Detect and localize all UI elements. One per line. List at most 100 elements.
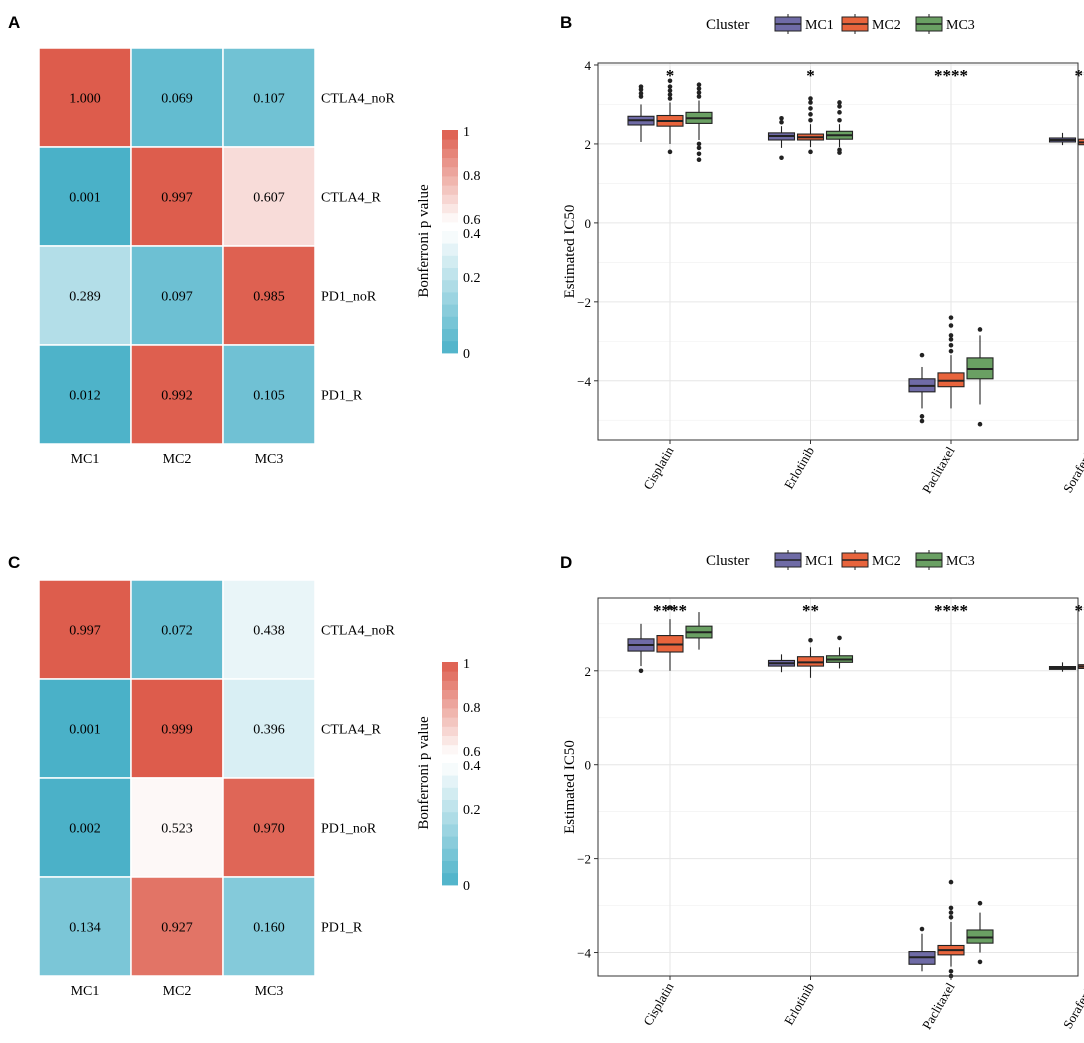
legend-swatch: [442, 267, 458, 281]
outlier-point: [977, 421, 983, 427]
heatmap-cell-label: 0.523: [161, 822, 193, 837]
significance-label: ****: [653, 601, 687, 620]
legend-title: Cluster: [706, 553, 749, 569]
heatmap-cell-label: 0.097: [161, 290, 193, 305]
outlier-point: [638, 91, 644, 96]
heatmap-cell-label: 0.396: [253, 723, 285, 738]
outlier-point: [696, 145, 702, 151]
outlier-point: [667, 605, 673, 610]
significance-label: ****: [1075, 601, 1084, 620]
legend-swatch: [442, 735, 458, 746]
legend-swatch: [442, 824, 458, 837]
outlier-point: [808, 96, 813, 101]
legend-swatch: [442, 166, 458, 177]
legend-swatch: [442, 717, 458, 727]
outlier-point: [808, 637, 813, 643]
legend-swatch: [442, 763, 458, 776]
legend-label: MC3: [946, 554, 975, 569]
legend-tick-label: 0.2: [463, 803, 481, 818]
outlier-point: [837, 117, 842, 123]
outlier-point: [837, 635, 842, 641]
heatmap-cell-label: 0.107: [253, 92, 285, 107]
legend-tick-label: 1: [463, 125, 470, 140]
outlier-point: [919, 926, 925, 932]
heatmap-column-label: MC3: [255, 452, 284, 467]
legend-swatch: [442, 279, 458, 293]
legend-swatch: [442, 775, 458, 788]
heatmap-cell: [38, 579, 132, 680]
outlier-point: [696, 94, 702, 99]
legend-swatch: [442, 304, 458, 317]
legend-swatch: [442, 139, 458, 149]
outlier-point: [808, 117, 813, 123]
heatmap-cell: [38, 344, 132, 445]
outlier-point: [948, 969, 954, 974]
heatmap-cell-label: 0.134: [69, 921, 101, 936]
y-axis-label: Estimated IC50: [562, 205, 578, 299]
panel-a-heatmap: 1.000 0.069 0.107 0.001 0.997 0.607 0.289 0.097…: [38, 47, 481, 467]
outlier-point: [948, 342, 954, 348]
outlier-point: [696, 82, 702, 88]
heatmap-cell-label: 0.607: [253, 191, 285, 206]
legend-title: Bonferroni p value: [416, 716, 432, 830]
heatmap-cell-label: 0.997: [69, 624, 101, 639]
outlier-point: [837, 147, 842, 153]
legend-tick-label: 0.6: [463, 745, 481, 760]
significance-label: *: [666, 66, 675, 85]
heatmap-cell: [222, 146, 316, 247]
legend-tick-label: 0.8: [463, 701, 481, 716]
plot-border: [597, 597, 1079, 977]
legend-swatch: [442, 680, 458, 690]
legend-swatch: [442, 799, 458, 813]
legend-label: MC1: [805, 18, 834, 33]
y-tick-label: 0: [585, 216, 592, 231]
heatmap-cell-label: 0.069: [161, 92, 193, 107]
outlier-point: [779, 115, 784, 121]
heatmap-cell: [222, 777, 316, 878]
outlier-point: [948, 879, 954, 885]
outlier-point: [779, 155, 784, 161]
outlier-point: [837, 100, 842, 105]
outlier-point: [977, 327, 983, 332]
legend-label: MC2: [872, 554, 901, 569]
legend-swatch: [442, 243, 458, 256]
y-axis-label: Estimated IC50: [562, 740, 578, 834]
outlier-point: [948, 323, 954, 328]
heatmap-row-label: CTLA4_noR: [321, 92, 396, 107]
legend-swatch: [442, 689, 458, 700]
heatmap-cell: [130, 245, 224, 346]
legend-title: Bonferroni p value: [416, 184, 432, 298]
heatmap-cell: [222, 344, 316, 445]
heatmap-cell-label: 0.997: [161, 191, 193, 206]
heatmap-cell-label: 0.012: [69, 389, 101, 404]
legend-tick-label: 0.8: [463, 169, 481, 184]
heatmap-row-label: PD1_noR: [321, 822, 377, 837]
y-tick-label: 4: [585, 58, 592, 73]
heatmap-row-label: PD1_noR: [321, 290, 377, 305]
outlier-point: [638, 94, 644, 99]
heatmap-cell: [38, 245, 132, 346]
outlier-point: [696, 141, 702, 147]
legend-swatch: [442, 194, 458, 204]
heatmap-cell-label: 0.985: [253, 290, 285, 305]
heatmap-cell: [130, 579, 224, 680]
heatmap-cell: [38, 876, 132, 977]
heatmap-column-label: MC3: [255, 984, 284, 999]
legend-swatch: [442, 157, 458, 168]
legend-tick-label: 0: [463, 879, 470, 894]
heatmap-cell: [130, 777, 224, 878]
outlier-point: [948, 910, 954, 915]
legend-swatch: [442, 340, 458, 354]
y-tick-label: −4: [577, 946, 591, 961]
heatmap-cell-label: 0.105: [253, 389, 285, 404]
outlier-point: [919, 418, 925, 424]
legend-label: MC3: [946, 18, 975, 33]
heatmap-row-label: PD1_R: [321, 921, 363, 936]
legend-swatch: [442, 212, 458, 223]
panel-letter-a: A: [8, 13, 20, 32]
outlier-point: [667, 92, 673, 97]
legend-swatch: [442, 255, 458, 268]
legend-tick-label: 0: [463, 347, 470, 362]
legend-swatch: [442, 328, 458, 342]
